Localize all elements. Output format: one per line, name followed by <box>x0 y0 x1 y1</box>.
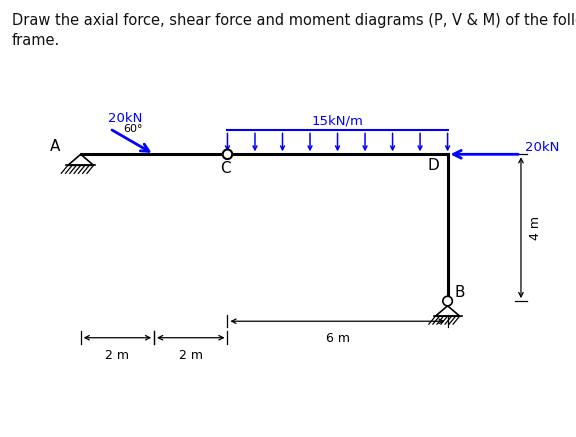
Text: Draw the axial force, shear force and moment diagrams (P, V & M) of the followin: Draw the axial force, shear force and mo… <box>12 13 576 48</box>
Text: B: B <box>455 285 465 300</box>
Text: 60°: 60° <box>123 124 143 134</box>
Text: A: A <box>50 139 60 154</box>
Text: 20kN: 20kN <box>525 141 559 154</box>
Text: 4 m: 4 m <box>529 216 542 239</box>
Text: 6 m: 6 m <box>325 332 350 345</box>
Text: 2 m: 2 m <box>179 349 203 362</box>
Circle shape <box>223 149 232 159</box>
Circle shape <box>443 296 452 306</box>
Text: 2 m: 2 m <box>105 349 130 362</box>
Text: D: D <box>427 158 439 173</box>
Text: 15kN/m: 15kN/m <box>312 115 363 128</box>
Text: C: C <box>220 161 231 177</box>
Text: 20kN: 20kN <box>108 112 142 125</box>
